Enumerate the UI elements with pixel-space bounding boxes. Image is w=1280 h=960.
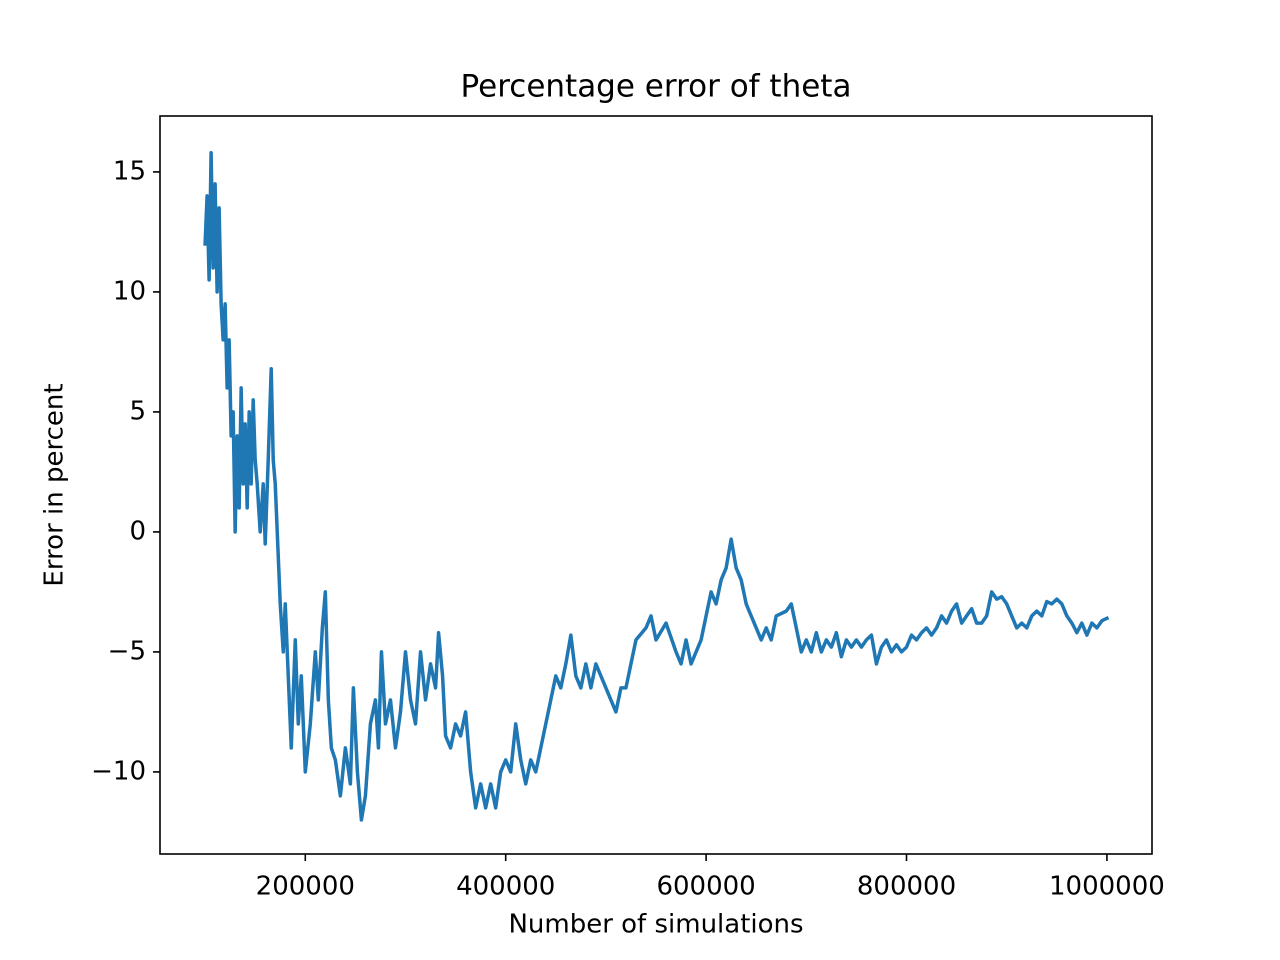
y-tick-label: 15 [113,156,146,186]
y-tick-label: −5 [108,636,146,666]
y-tick-label: 5 [129,396,146,426]
y-tick-label: 10 [113,276,146,306]
chart-title: Percentage error of theta [461,69,852,105]
y-tick-label: −10 [91,756,146,786]
x-axis-label: Number of simulations [508,910,803,940]
data-line [203,150,1110,822]
plot-frame [159,115,1153,855]
x-tick-label: 200000 [256,872,355,902]
y-tick-label: 0 [129,516,146,546]
x-tick-label: 600000 [656,872,755,902]
y-axis-label: Error in percent [40,383,70,586]
x-tick-label: 800000 [857,872,956,902]
x-tick-label: 1000000 [1049,872,1165,902]
x-tick-label: 400000 [456,872,555,902]
